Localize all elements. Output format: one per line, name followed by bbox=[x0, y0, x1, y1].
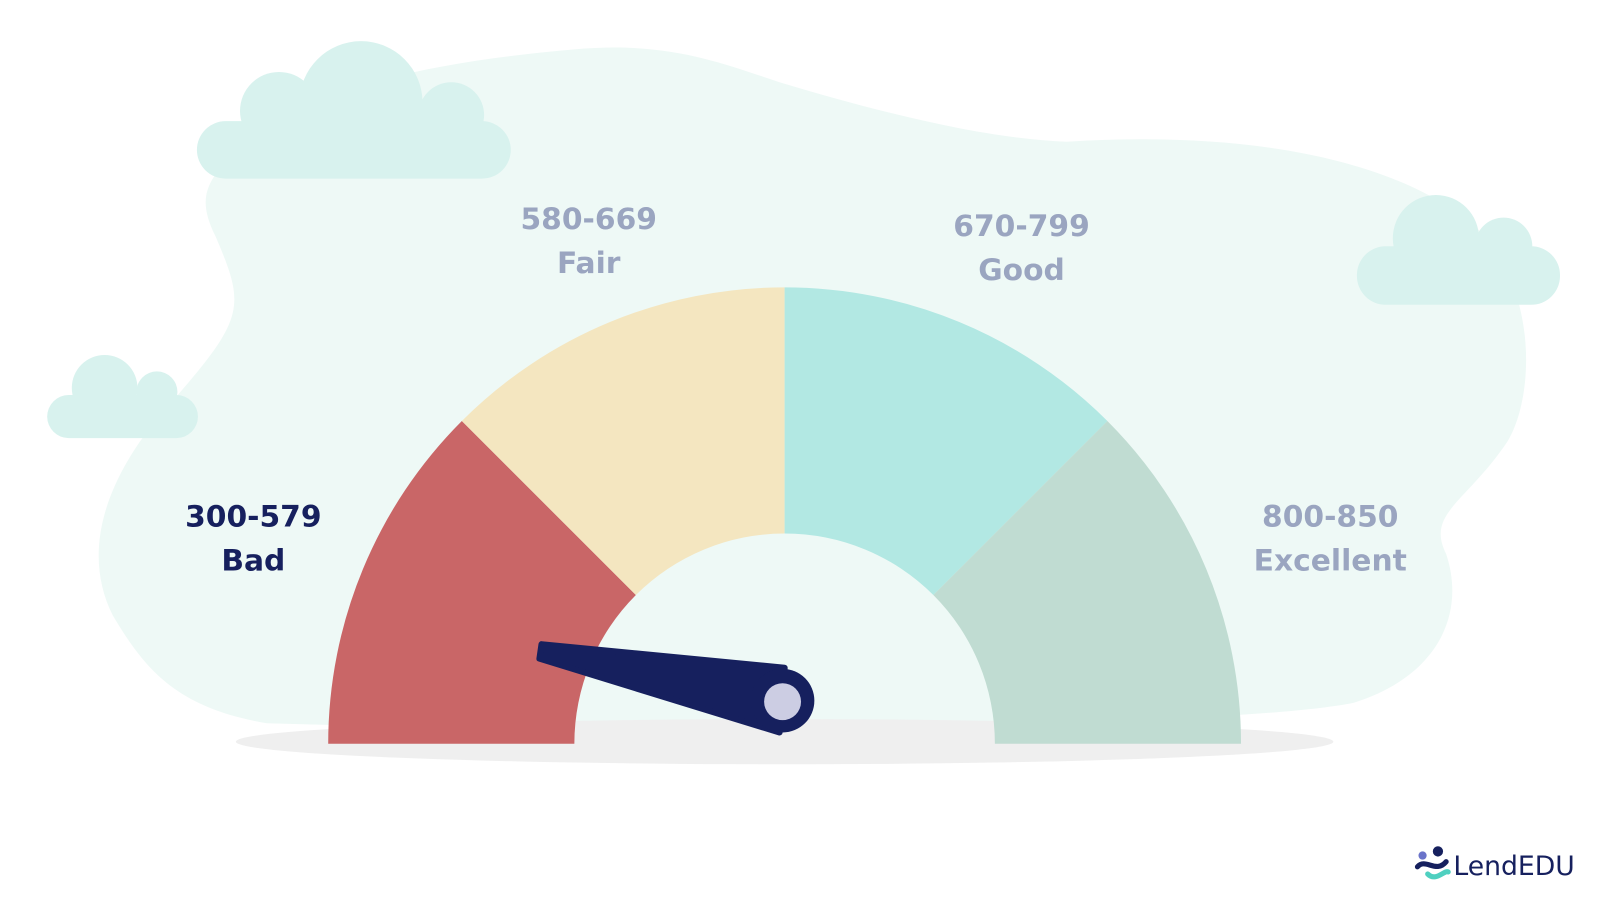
segment-good bbox=[784, 287, 1108, 596]
segment-excellent bbox=[933, 420, 1242, 744]
cloud-right bbox=[1356, 195, 1560, 305]
segment-fair bbox=[461, 287, 785, 596]
range-label: Good bbox=[978, 253, 1065, 288]
range-label: Fair bbox=[557, 246, 621, 281]
logo-text: LendEDU bbox=[1453, 851, 1574, 882]
needle bbox=[536, 641, 788, 736]
logo: LendEDU bbox=[1414, 846, 1575, 882]
range: 580-669 bbox=[520, 202, 656, 237]
range-label: Bad bbox=[221, 543, 285, 578]
range-label: Excellent bbox=[1254, 543, 1407, 578]
range: 800-850 bbox=[1262, 499, 1398, 534]
cloud-small bbox=[47, 355, 198, 439]
cloud-large bbox=[196, 41, 511, 179]
range: 670-799 bbox=[953, 209, 1089, 244]
range: 300-579 bbox=[185, 499, 321, 534]
needle-hub-inner bbox=[764, 683, 802, 721]
